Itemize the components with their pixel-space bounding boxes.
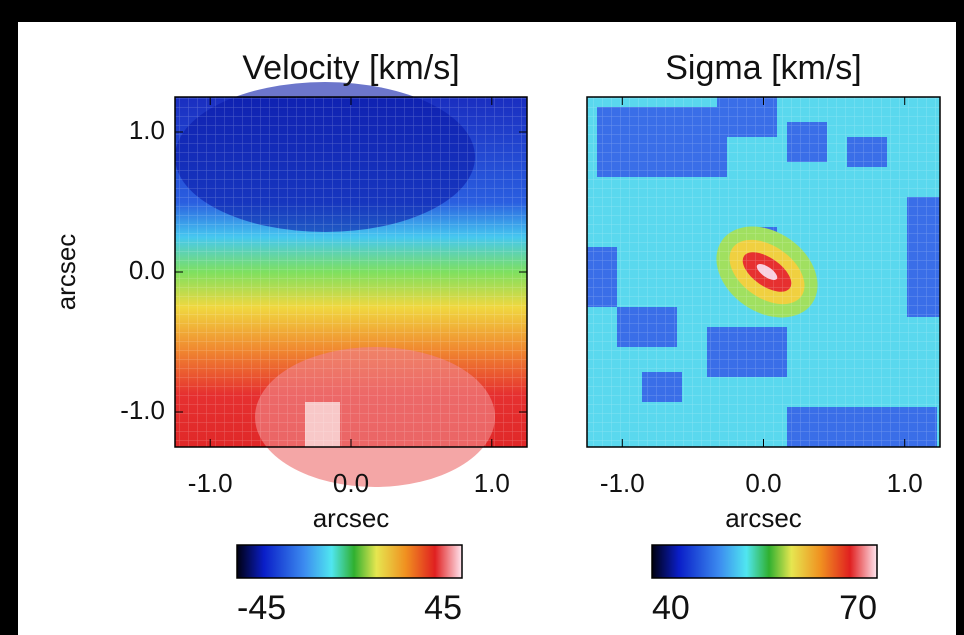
panel: Sigma [km/s] -1.0 0.0 1.0 arcsec 40 70 (586, 49, 941, 627)
x-tick-label: 0.0 (745, 468, 781, 498)
colorbar-label: 45 (424, 589, 462, 627)
y-tick-label: -1.0 (120, 395, 165, 425)
map-grid (587, 97, 940, 447)
x-tick-label: -1.0 (188, 468, 233, 498)
colorbar-label: 40 (652, 589, 690, 627)
x-axis-label: arcsec (313, 503, 390, 533)
x-tick-label: 1.0 (474, 468, 510, 498)
map-grid (175, 97, 527, 447)
colorbar-label: 70 (839, 589, 877, 627)
x-tick-label: 1.0 (887, 468, 923, 498)
colorbar (236, 544, 463, 579)
x-axis-label: arcsec (725, 503, 802, 533)
colorbar (651, 544, 878, 579)
colorbar-label: -45 (237, 589, 286, 627)
y-tick-label: 1.0 (129, 115, 165, 145)
y-axis-label: arcsec (51, 234, 81, 311)
chart-title: Sigma [km/s] (665, 49, 861, 87)
plots: Velocity [km/s] -1.0 0.0 1.0 -1.0 0.0 1.0 arcse… (51, 49, 941, 627)
x-tick-label: -1.0 (600, 468, 645, 498)
y-tick-label: 0.0 (129, 255, 165, 285)
x-tick-label: 0.0 (333, 468, 369, 498)
panel: Velocity [km/s] -1.0 0.0 1.0 -1.0 0.0 1.0 arcse… (51, 49, 528, 627)
chart-title: Velocity [km/s] (242, 49, 459, 87)
